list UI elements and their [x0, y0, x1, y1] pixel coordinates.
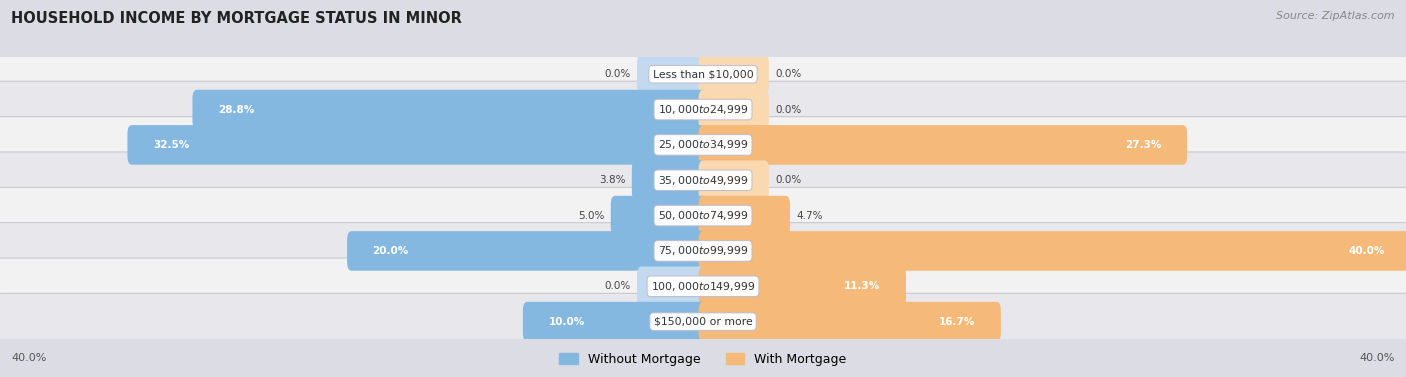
- FancyBboxPatch shape: [0, 293, 1406, 350]
- FancyBboxPatch shape: [631, 161, 707, 200]
- Text: $50,000 to $74,999: $50,000 to $74,999: [658, 209, 748, 222]
- FancyBboxPatch shape: [523, 302, 707, 342]
- FancyBboxPatch shape: [0, 187, 1406, 244]
- Text: $25,000 to $34,999: $25,000 to $34,999: [658, 138, 748, 152]
- FancyBboxPatch shape: [699, 90, 769, 129]
- Text: $75,000 to $99,999: $75,000 to $99,999: [658, 244, 748, 257]
- Text: $150,000 or more: $150,000 or more: [654, 317, 752, 326]
- Text: 16.7%: 16.7%: [939, 317, 976, 326]
- Text: 28.8%: 28.8%: [218, 104, 254, 115]
- Text: 10.0%: 10.0%: [548, 317, 585, 326]
- FancyBboxPatch shape: [610, 196, 707, 235]
- Text: 32.5%: 32.5%: [153, 140, 190, 150]
- Text: $35,000 to $49,999: $35,000 to $49,999: [658, 174, 748, 187]
- Text: 0.0%: 0.0%: [775, 104, 801, 115]
- Text: 40.0%: 40.0%: [1348, 246, 1385, 256]
- Text: 27.3%: 27.3%: [1125, 140, 1161, 150]
- Text: 11.3%: 11.3%: [844, 281, 880, 291]
- Text: 5.0%: 5.0%: [578, 211, 605, 221]
- Text: 20.0%: 20.0%: [373, 246, 409, 256]
- Text: HOUSEHOLD INCOME BY MORTGAGE STATUS IN MINOR: HOUSEHOLD INCOME BY MORTGAGE STATUS IN M…: [11, 11, 463, 26]
- FancyBboxPatch shape: [699, 125, 1187, 165]
- Text: 0.0%: 0.0%: [775, 175, 801, 185]
- FancyBboxPatch shape: [699, 267, 905, 306]
- Text: 0.0%: 0.0%: [605, 281, 631, 291]
- Text: 40.0%: 40.0%: [1360, 353, 1395, 363]
- Text: 0.0%: 0.0%: [605, 69, 631, 79]
- FancyBboxPatch shape: [699, 302, 1001, 342]
- FancyBboxPatch shape: [0, 116, 1406, 173]
- Text: 0.0%: 0.0%: [775, 69, 801, 79]
- FancyBboxPatch shape: [193, 90, 707, 129]
- FancyBboxPatch shape: [0, 258, 1406, 314]
- FancyBboxPatch shape: [637, 267, 707, 306]
- Text: Source: ZipAtlas.com: Source: ZipAtlas.com: [1277, 11, 1395, 21]
- FancyBboxPatch shape: [699, 54, 769, 94]
- FancyBboxPatch shape: [347, 231, 707, 271]
- FancyBboxPatch shape: [637, 54, 707, 94]
- Text: Less than $10,000: Less than $10,000: [652, 69, 754, 79]
- FancyBboxPatch shape: [699, 161, 769, 200]
- FancyBboxPatch shape: [128, 125, 707, 165]
- Text: $100,000 to $149,999: $100,000 to $149,999: [651, 280, 755, 293]
- FancyBboxPatch shape: [0, 46, 1406, 103]
- Text: 3.8%: 3.8%: [599, 175, 626, 185]
- Text: $10,000 to $24,999: $10,000 to $24,999: [658, 103, 748, 116]
- FancyBboxPatch shape: [0, 223, 1406, 279]
- FancyBboxPatch shape: [699, 231, 1406, 271]
- Text: 40.0%: 40.0%: [11, 353, 46, 363]
- Legend: Without Mortgage, With Mortgage: Without Mortgage, With Mortgage: [554, 348, 852, 371]
- FancyBboxPatch shape: [699, 196, 790, 235]
- Text: 4.7%: 4.7%: [796, 211, 823, 221]
- FancyBboxPatch shape: [0, 81, 1406, 138]
- FancyBboxPatch shape: [0, 152, 1406, 208]
